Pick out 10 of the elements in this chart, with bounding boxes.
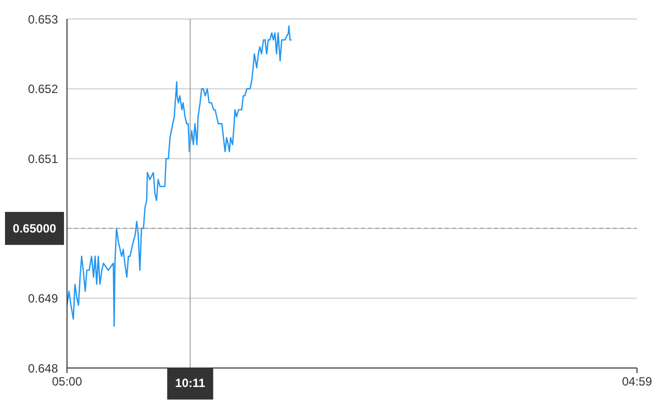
y-tick-label: 0.651 <box>28 152 58 166</box>
y-tick-label: 0.653 <box>28 12 58 26</box>
x-tick-label: 05:00 <box>52 374 82 389</box>
x-tick-label: 04:59 <box>622 374 652 389</box>
y-tick-label: 0.648 <box>28 361 58 376</box>
y-tick-label: 0.652 <box>28 82 58 96</box>
ref-line-label: 0.65000 <box>12 221 57 236</box>
line-series <box>67 25 292 327</box>
ref-line-label: 10:11 <box>175 376 206 390</box>
y-tick-label: 0.649 <box>28 291 58 306</box>
